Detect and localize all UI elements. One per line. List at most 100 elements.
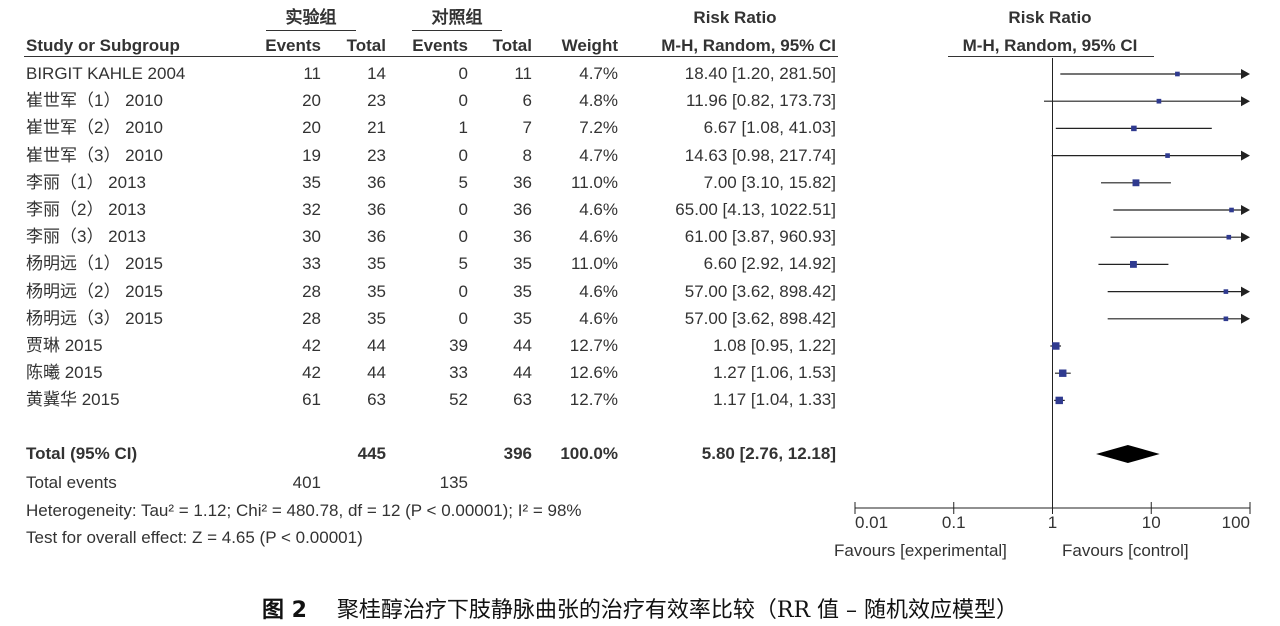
study-name: 李丽（1） 2013 bbox=[26, 172, 146, 192]
study-marker bbox=[1229, 207, 1234, 213]
total-ctrl: 7 bbox=[522, 118, 532, 138]
ctrl-group-underline bbox=[412, 30, 502, 31]
total-ctrl: 35 bbox=[513, 254, 532, 274]
total-ctrl: 44 bbox=[513, 336, 532, 355]
risk-ratio-ci: 6.67 [1.08, 41.03] bbox=[703, 118, 836, 138]
x-tick-label: 10 bbox=[1141, 513, 1161, 532]
events-exp: 20 bbox=[302, 118, 321, 138]
risk-ratio-ci: 1.17 [1.04, 1.33] bbox=[713, 390, 836, 410]
figure-number: 图 2 bbox=[261, 598, 307, 623]
total-ctrl: 8 bbox=[522, 145, 532, 165]
events-ctrl: 52 bbox=[449, 390, 468, 410]
header-ctrl-group: 对照组 bbox=[431, 8, 483, 27]
weight: 11.0% bbox=[571, 254, 618, 274]
total-ctrl: 35 bbox=[513, 281, 532, 301]
study-name: 崔世军（1） 2010 bbox=[26, 91, 163, 111]
risk-ratio-ci: 57.00 [3.62, 898.42] bbox=[684, 281, 836, 301]
risk-ratio-ci: 11.96 [0.82, 173.73] bbox=[686, 91, 836, 111]
events-ctrl: 0 bbox=[458, 145, 468, 165]
total-rr-ci: 5.80 [2.76, 12.18] bbox=[701, 444, 836, 463]
col-events-ctrl-header: Events bbox=[412, 36, 468, 55]
plot-header-underline bbox=[948, 56, 1154, 57]
favours-control: Favours [control] bbox=[1062, 541, 1189, 560]
col-study-header: Study or Subgroup bbox=[26, 36, 180, 55]
study-marker bbox=[1223, 316, 1229, 322]
events-ctrl: 39 bbox=[449, 336, 468, 355]
weight: 4.7% bbox=[579, 64, 618, 83]
weight: 4.6% bbox=[579, 281, 618, 301]
total-ctrl: 44 bbox=[513, 363, 532, 383]
ci-arrow bbox=[1241, 205, 1250, 215]
total-exp: 14 bbox=[367, 64, 386, 83]
col-total-exp-header: Total bbox=[346, 36, 386, 55]
total-exp: 35 bbox=[367, 281, 386, 301]
weight: 4.6% bbox=[579, 308, 618, 328]
header-rr-title: Risk Ratio bbox=[693, 8, 777, 27]
events-ctrl: 5 bbox=[458, 254, 468, 274]
events-ctrl: 0 bbox=[458, 200, 468, 219]
study-name: 李丽（2） 2013 bbox=[26, 200, 146, 219]
total-ctrl: 63 bbox=[513, 390, 532, 410]
risk-ratio-ci: 18.40 [1.20, 281.50] bbox=[684, 64, 836, 83]
weight: 4.7% bbox=[579, 145, 618, 165]
events-exp: 28 bbox=[302, 308, 321, 328]
heterogeneity: Heterogeneity: Tau² = 1.12; Chi² = 480.7… bbox=[26, 501, 582, 520]
header-underline bbox=[24, 56, 838, 57]
study-name: 崔世军（2） 2010 bbox=[26, 118, 163, 138]
events-exp: 42 bbox=[302, 336, 321, 355]
col-events-exp-header: Events bbox=[265, 36, 321, 55]
study-marker bbox=[1165, 153, 1170, 158]
x-tick-label: 100 bbox=[1221, 513, 1250, 532]
weight: 11.0% bbox=[571, 172, 618, 192]
events-ctrl: 0 bbox=[458, 308, 468, 328]
events-ctrl: 0 bbox=[458, 227, 468, 247]
events-ctrl: 0 bbox=[458, 281, 468, 301]
total-ctrl: 6 bbox=[522, 91, 532, 111]
risk-ratio-ci: 61.00 [3.87, 960.93] bbox=[684, 227, 836, 247]
total-ctrl: 11 bbox=[514, 64, 532, 83]
x-tick-label: 0.1 bbox=[941, 513, 966, 532]
weight: 4.6% bbox=[579, 200, 618, 219]
total-ctrl: 35 bbox=[513, 308, 532, 328]
weight: 7.2% bbox=[579, 118, 618, 138]
events-exp: 35 bbox=[302, 172, 321, 192]
total-label: Total (95% CI) bbox=[26, 444, 138, 463]
total-exp: 23 bbox=[367, 145, 386, 165]
risk-ratio-ci: 7.00 [3.10, 15.82] bbox=[703, 172, 836, 192]
study-name: 杨明远（2） 2015 bbox=[26, 281, 163, 301]
figure-caption: 图 2 聚桂醇治疗下肢静脉曲张的治疗有效率比较（RR 值 – 随机效应模型） bbox=[0, 592, 1280, 624]
ci-arrow bbox=[1241, 286, 1250, 297]
study-name: 黄冀华 2015 bbox=[26, 390, 120, 410]
col-rr-header: M-H, Random, 95% CI bbox=[661, 36, 836, 55]
ci-arrow bbox=[1241, 150, 1250, 161]
total-exp: 23 bbox=[367, 91, 386, 111]
ci-arrow bbox=[1241, 232, 1250, 243]
total-exp: 35 bbox=[367, 254, 386, 274]
events-ctrl: 33 bbox=[449, 363, 468, 383]
study-marker bbox=[1156, 98, 1162, 104]
study-name: BIRGIT KAHLE 2004 bbox=[26, 64, 186, 83]
risk-ratio-ci: 1.08 [0.95, 1.22] bbox=[713, 336, 836, 355]
weight: 4.6% bbox=[579, 227, 618, 247]
study-marker bbox=[1055, 396, 1063, 405]
study-name: 崔世军（3） 2010 bbox=[26, 145, 163, 165]
events-exp: 33 bbox=[302, 254, 321, 274]
total-events-exp: 401 bbox=[292, 473, 321, 492]
total-exp: 21 bbox=[367, 118, 386, 138]
total-ctrl: 36 bbox=[513, 200, 532, 219]
events-exp: 19 bbox=[302, 145, 321, 165]
total-exp: 63 bbox=[367, 390, 386, 410]
total-ctrl: 36 bbox=[513, 172, 532, 192]
study-name: 杨明远（1） 2015 bbox=[26, 254, 163, 274]
ci-arrow bbox=[1241, 313, 1250, 324]
weight: 12.7% bbox=[569, 336, 618, 355]
events-exp: 32 bbox=[302, 200, 321, 219]
risk-ratio-ci: 6.60 [2.92, 14.92] bbox=[703, 254, 836, 274]
events-exp: 11 bbox=[303, 64, 321, 83]
risk-ratio-ci: 14.63 [0.98, 217.74] bbox=[684, 145, 836, 165]
study-marker bbox=[1130, 260, 1137, 268]
total-ctrl: 36 bbox=[513, 227, 532, 247]
study-name: 贾琳 2015 bbox=[26, 336, 103, 355]
total-exp: 36 bbox=[367, 172, 386, 192]
col-weight-header: Weight bbox=[561, 36, 618, 55]
